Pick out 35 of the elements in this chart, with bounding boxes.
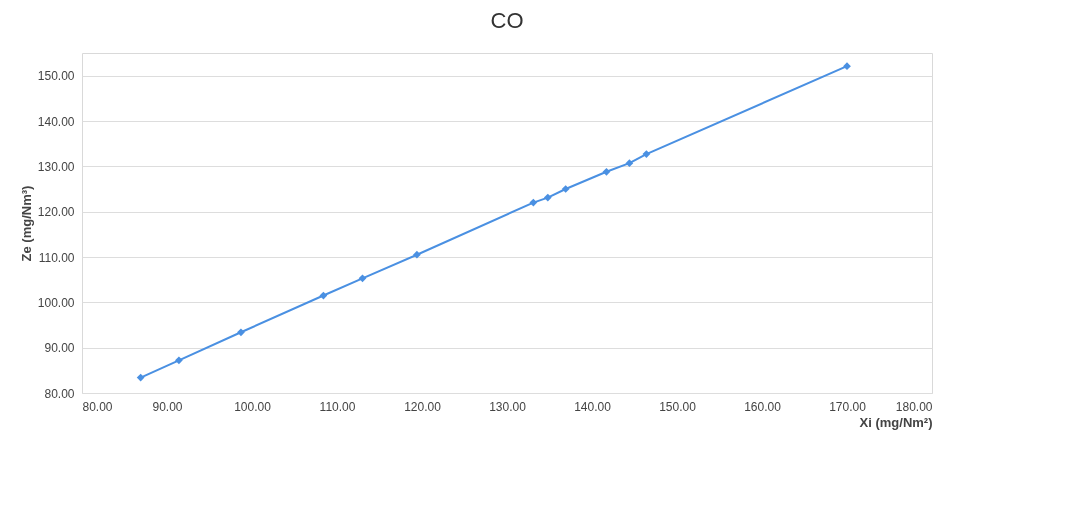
point	[175, 356, 183, 365]
y-tick-label: 130.00	[37, 159, 75, 174]
y-tick-label: 150.00	[37, 69, 75, 84]
y-tick-label: 90.00	[44, 341, 75, 356]
point	[602, 167, 611, 176]
x-tick-label: 140.00	[574, 399, 612, 414]
chart-title: CO	[490, 8, 524, 33]
x-tick-label: 100.00	[234, 399, 272, 414]
x-axis-title: Xi (mg/Nm²)	[859, 414, 933, 430]
point	[136, 373, 145, 382]
x-tick-label: 110.00	[319, 399, 356, 414]
y-axis-title: Ze (mg/Nm³)	[18, 185, 34, 262]
y-tick-label: 80.00	[44, 386, 75, 401]
y-tick-label: 110.00	[38, 250, 75, 265]
y-tick-label: 120.00	[37, 205, 75, 220]
point	[529, 198, 538, 207]
y-tick-label: 140.00	[37, 114, 75, 129]
point	[358, 274, 367, 283]
point	[319, 291, 328, 300]
x-tick-label: 170.00	[829, 399, 867, 414]
x-tick-label: 160.00	[744, 399, 782, 414]
point	[625, 159, 634, 168]
x-tick-label: 90.00	[152, 399, 183, 414]
point	[413, 250, 421, 259]
point	[543, 193, 552, 202]
point	[237, 328, 245, 337]
point	[642, 150, 651, 158]
x-tick-label: 120.00	[404, 399, 442, 414]
y-tick-label: 100.00	[37, 295, 75, 310]
point	[561, 185, 570, 193]
x-tick-label: 80.00	[82, 399, 113, 414]
x-tick-label: 180.00	[895, 399, 933, 414]
point	[843, 62, 851, 71]
x-tick-label: 130.00	[489, 399, 527, 414]
x-tick-label: 150.00	[659, 399, 697, 414]
